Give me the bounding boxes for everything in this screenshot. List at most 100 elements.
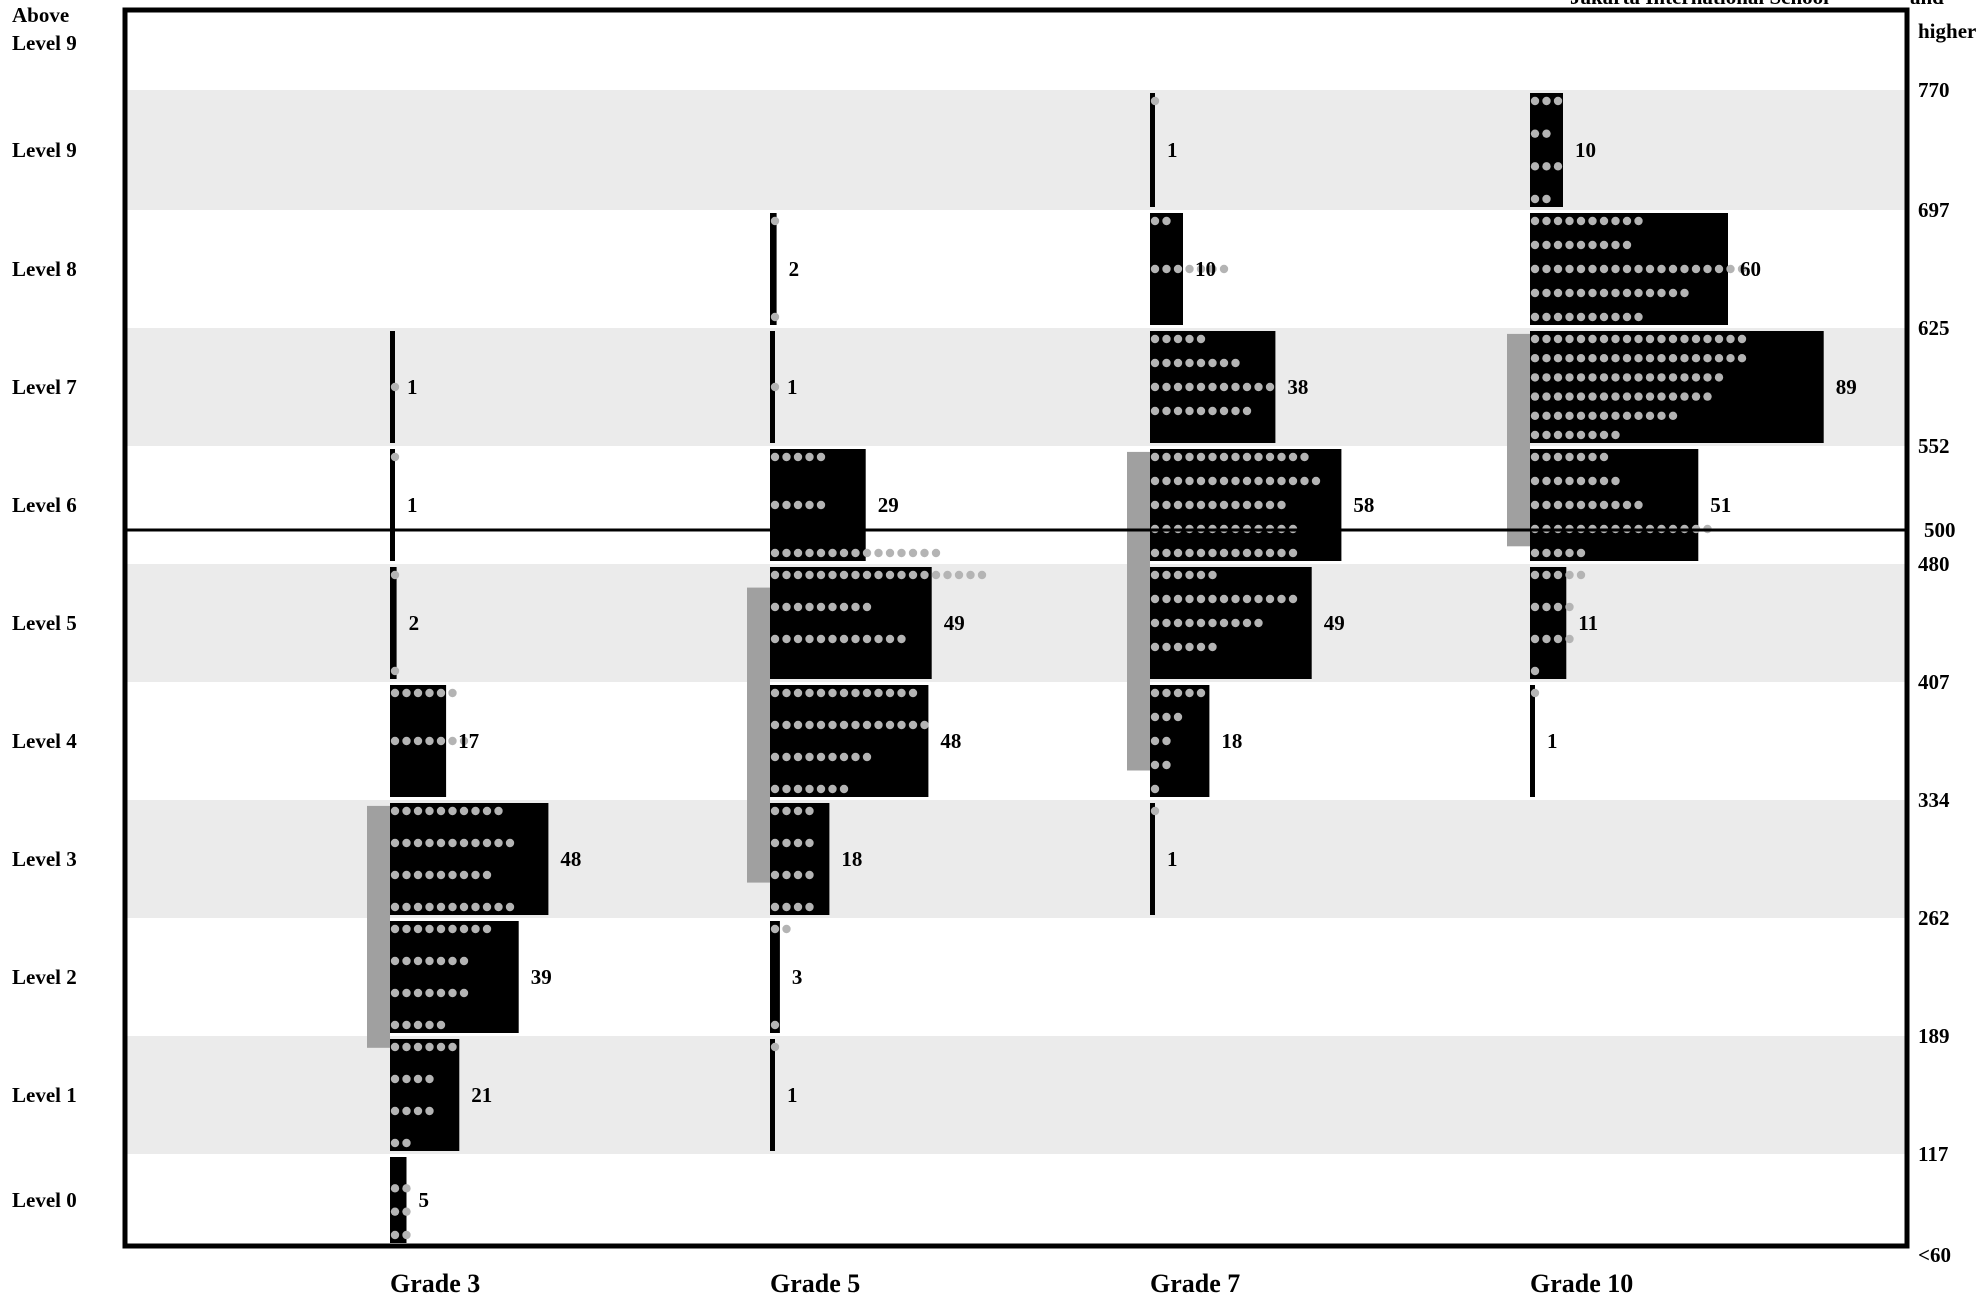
- student-dot: [782, 924, 791, 934]
- student-dot: [1196, 548, 1206, 558]
- student-dot: [1162, 406, 1171, 416]
- student-dot: [770, 806, 780, 816]
- student-dot: [1208, 642, 1217, 652]
- student-dot: [1576, 452, 1586, 462]
- student-dot: [1300, 476, 1309, 486]
- student-dot: [1714, 354, 1724, 363]
- student-dot: [413, 688, 423, 698]
- student-dot: [1219, 406, 1229, 416]
- student-dot: [402, 736, 411, 746]
- student-dot: [1311, 476, 1321, 486]
- student-dot: [1150, 594, 1160, 604]
- student-dot: [390, 1106, 400, 1116]
- student-dot: [1634, 312, 1643, 322]
- count-label: 1: [787, 1083, 798, 1107]
- student-dot: [1657, 288, 1666, 298]
- student-dot: [1150, 334, 1160, 344]
- student-dot: [1162, 334, 1171, 344]
- student-dot: [793, 870, 803, 880]
- count-label: 39: [531, 965, 552, 989]
- student-dot: [1542, 500, 1551, 510]
- student-dot: [1611, 430, 1620, 440]
- level-label: Level 1: [12, 1083, 77, 1107]
- student-dot: [1542, 216, 1551, 226]
- count-label: 1: [787, 375, 798, 399]
- student-dot: [1622, 216, 1632, 226]
- grade-range-bar: [1507, 333, 1530, 547]
- student-dot: [782, 838, 791, 848]
- student-dot: [1196, 406, 1206, 416]
- student-dot: [413, 1020, 423, 1030]
- student-dot: [1553, 288, 1563, 298]
- count-label: 1: [1167, 847, 1178, 871]
- student-dot: [390, 1184, 400, 1193]
- student-dot: [1553, 634, 1563, 644]
- student-dot: [1576, 240, 1586, 250]
- student-dot: [908, 720, 918, 730]
- student-dot: [805, 838, 814, 848]
- student-dot: [1242, 476, 1252, 486]
- student-dot: [1576, 548, 1586, 558]
- student-dot: [448, 902, 457, 912]
- student-dot: [1231, 358, 1240, 368]
- student-dot: [1576, 430, 1586, 440]
- student-dot: [839, 720, 849, 730]
- student-dot: [1588, 430, 1597, 440]
- student-dot: [1634, 264, 1643, 274]
- student-dot: [920, 548, 929, 558]
- student-dot: [1726, 334, 1735, 344]
- student-dot: [448, 688, 457, 698]
- student-dot: [482, 838, 492, 848]
- student-dot: [1219, 594, 1229, 604]
- student-dot: [839, 784, 849, 794]
- student-dot: [816, 784, 826, 794]
- student-dot: [1611, 392, 1620, 401]
- student-dot: [1680, 334, 1689, 344]
- student-dot: [1542, 129, 1551, 138]
- student-dot: [413, 1106, 423, 1116]
- student-dot: [1196, 570, 1206, 580]
- student-dot: [1553, 430, 1563, 440]
- count-label: 18: [841, 847, 862, 871]
- student-dot: [1231, 476, 1240, 486]
- student-dot: [1173, 594, 1183, 604]
- count-label: 2: [409, 611, 420, 635]
- student-dot: [1588, 411, 1597, 420]
- student-dot: [1599, 288, 1609, 298]
- student-dot: [1657, 264, 1666, 274]
- student-dot: [1196, 642, 1206, 652]
- student-dot: [1162, 736, 1171, 746]
- student-dot: [1231, 382, 1240, 392]
- student-dot: [1288, 476, 1298, 486]
- student-dot: [1542, 96, 1551, 106]
- student-dot: [1553, 500, 1563, 510]
- level-label: Level 9: [12, 31, 77, 55]
- student-dot: [1542, 288, 1551, 298]
- histogram-bar: [770, 567, 932, 679]
- student-dot: [482, 870, 492, 880]
- student-dot: [1254, 594, 1263, 604]
- student-dot: [1219, 382, 1229, 392]
- student-dot: [1565, 602, 1574, 612]
- student-dot: [1530, 216, 1540, 226]
- student-dot: [839, 570, 849, 580]
- count-label: 58: [1353, 493, 1374, 517]
- student-dot: [793, 902, 803, 912]
- student-dot: [805, 634, 814, 644]
- student-dot: [390, 570, 400, 580]
- student-dot: [1219, 548, 1229, 558]
- student-dot: [505, 902, 515, 912]
- student-dot: [1150, 500, 1160, 510]
- student-dot: [1219, 452, 1229, 462]
- student-dot: [1242, 594, 1252, 604]
- student-dot: [1611, 312, 1620, 322]
- student-dot: [1599, 452, 1609, 462]
- student-dot: [1162, 476, 1171, 486]
- student-dot: [1565, 430, 1574, 440]
- student-dot: [793, 570, 803, 580]
- student-dot: [793, 452, 803, 462]
- student-dot: [1657, 354, 1666, 363]
- student-dot: [1208, 476, 1217, 486]
- student-dot: [1530, 430, 1540, 440]
